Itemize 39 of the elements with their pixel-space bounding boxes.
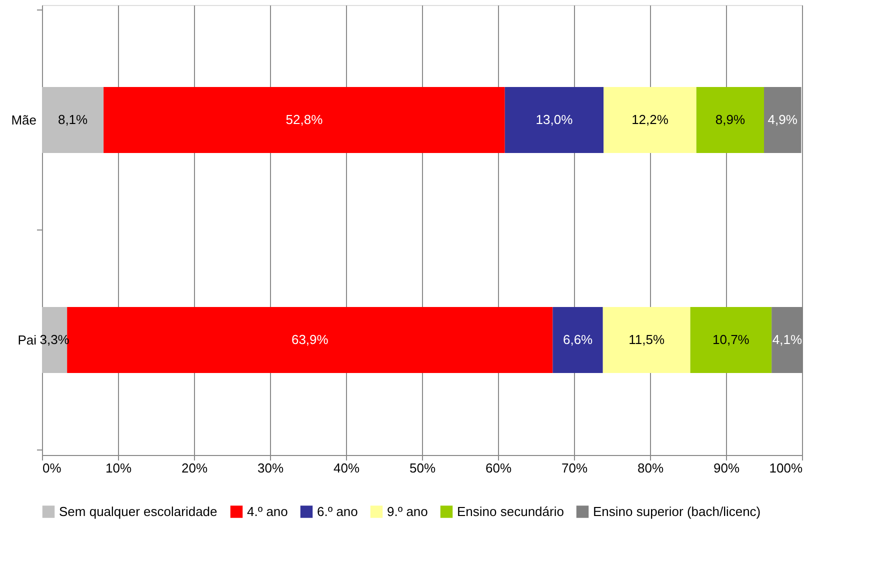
x-tick-label: 80% bbox=[637, 460, 664, 476]
bar bbox=[552, 307, 603, 373]
x-tick-label: 70% bbox=[561, 460, 588, 476]
legend-label: 6.º ano bbox=[317, 504, 358, 519]
data-label: 13,0% bbox=[536, 112, 574, 127]
x-tick-label: 50% bbox=[409, 460, 436, 476]
data-label: 6,6% bbox=[562, 332, 594, 347]
y-tick-label: Mãe bbox=[11, 112, 36, 128]
data-label: 63,9% bbox=[291, 332, 329, 347]
bar bbox=[696, 87, 764, 153]
x-tick-label: 0% bbox=[42, 460, 62, 476]
x-tick-label: 10% bbox=[105, 460, 132, 476]
bar bbox=[67, 307, 553, 373]
data-label: 11,5% bbox=[628, 332, 665, 347]
x-tick-label: 100% bbox=[769, 460, 803, 476]
bar bbox=[104, 87, 505, 153]
legend-label: Sem qualquer escolaridade bbox=[59, 504, 218, 519]
x-tick-label: 90% bbox=[713, 460, 740, 476]
data-label: 4,9% bbox=[768, 112, 798, 127]
legend-label: Ensino secundário bbox=[457, 504, 564, 519]
legend-label: 4.º ano bbox=[247, 504, 288, 519]
legend-label: 9.º ano bbox=[387, 504, 428, 519]
data-label: 12,2% bbox=[632, 112, 669, 127]
data-label: 52,8% bbox=[286, 112, 324, 127]
bar bbox=[42, 87, 104, 153]
legend-label: Ensino superior (bach/licenc) bbox=[593, 504, 761, 519]
x-tick-label: 40% bbox=[333, 460, 360, 476]
data-label: 4,1% bbox=[772, 332, 802, 347]
data-label: 10,7% bbox=[712, 332, 750, 347]
data-label: 8,1% bbox=[58, 112, 88, 127]
bar bbox=[690, 307, 772, 373]
x-tick-label: 30% bbox=[257, 460, 284, 476]
y-tick-label: Pai bbox=[18, 332, 37, 348]
x-tick-label: 60% bbox=[485, 460, 512, 476]
bar bbox=[602, 307, 690, 373]
x-tick-label: 20% bbox=[181, 460, 208, 476]
bar bbox=[604, 87, 696, 153]
bar bbox=[504, 87, 604, 153]
data-label: 8,9% bbox=[715, 112, 746, 127]
